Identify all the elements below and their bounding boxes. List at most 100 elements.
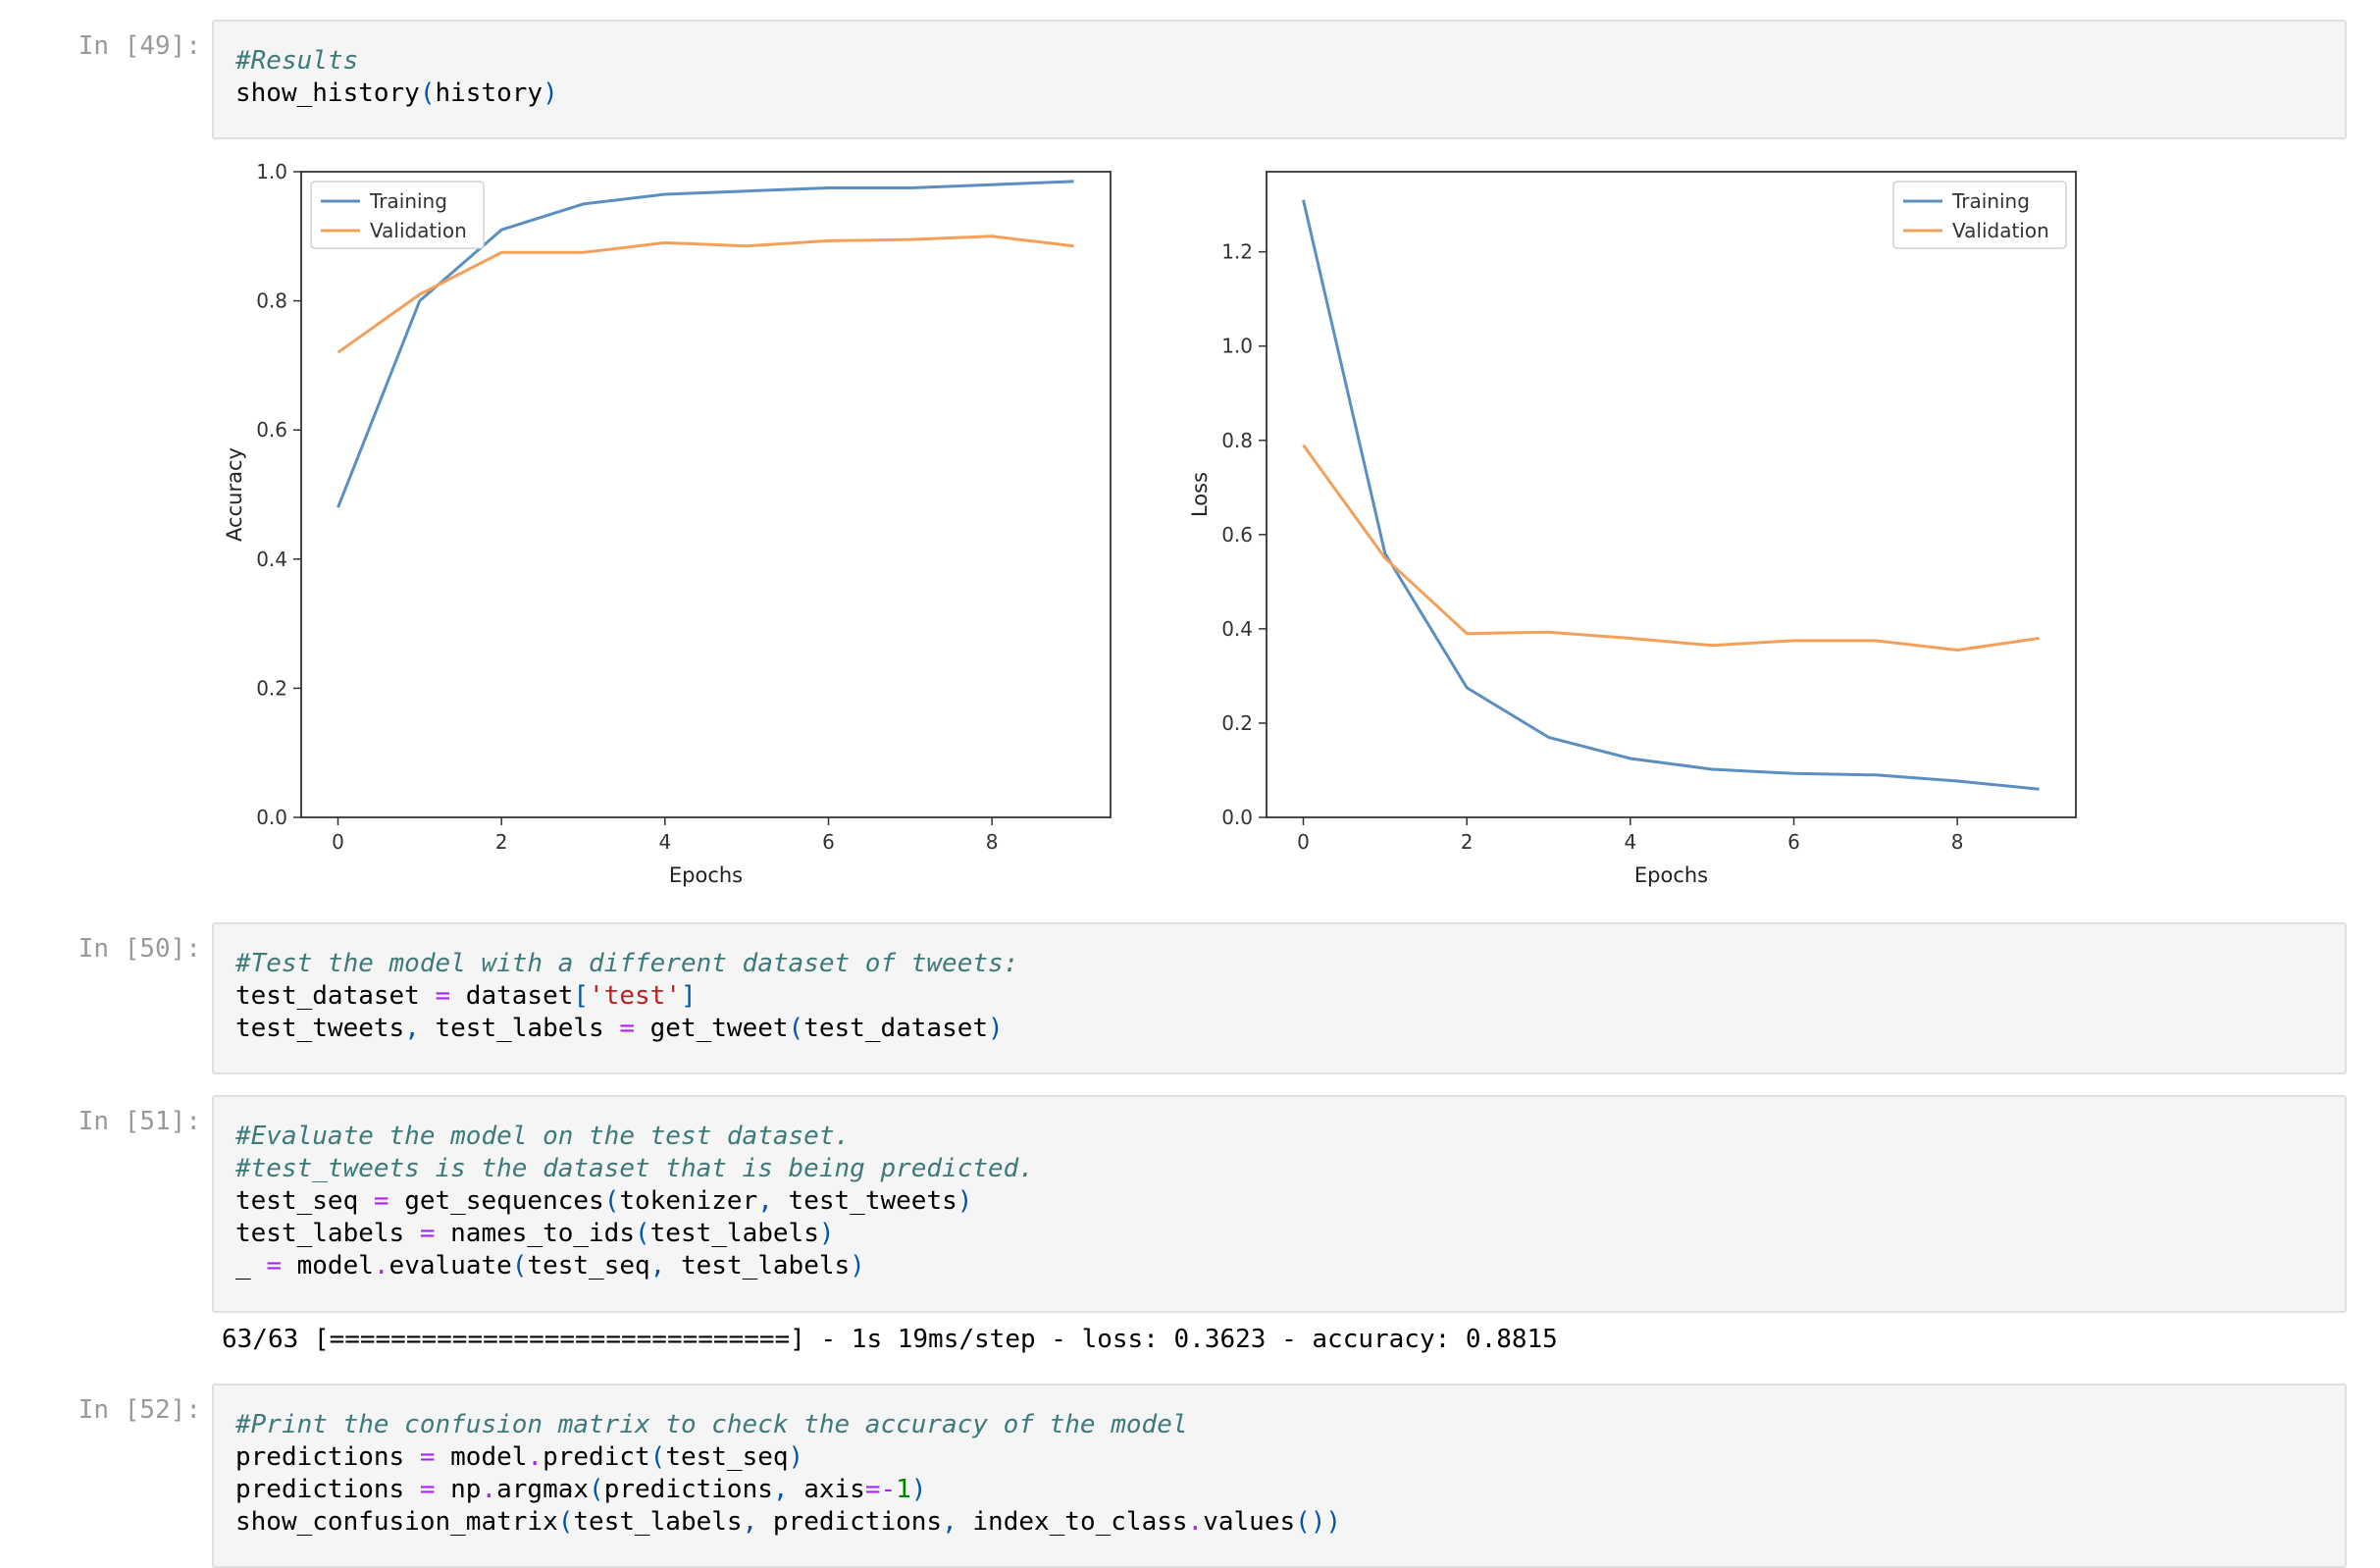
code-token: ( — [788, 1014, 804, 1043]
code-token: get_tweet — [635, 1014, 789, 1043]
code-token: test_dataset — [235, 981, 436, 1011]
code-comment: #Test the model with a different dataset… — [235, 949, 1019, 978]
code-cell[interactable]: #Print the confusion matrix to check the… — [212, 1384, 2347, 1568]
code-line: show_history(history) — [235, 78, 2345, 110]
y-tick-label: 1.0 — [1221, 335, 1253, 358]
code-token: , — [742, 1507, 758, 1537]
code-token: values — [1203, 1507, 1296, 1537]
cell-prompt: In [51]: — [78, 1107, 201, 1136]
code-token: 'test' — [589, 981, 681, 1011]
y-tick-label: 0.6 — [256, 418, 287, 442]
code-token: ) — [850, 1251, 865, 1281]
code-token: 1 — [896, 1475, 911, 1504]
code-token: evaluate — [388, 1251, 512, 1281]
code-token: ()) — [1295, 1507, 1342, 1537]
code-line: test_seq = get_sequences(tokenizer, test… — [235, 1185, 2345, 1218]
accuracy-chart: 0.0 0.2 0.4 0.6 0.8 1.0 0 2 4 6 8 Epochs Accuracy Tra… — [223, 160, 1112, 887]
code-token: ( — [557, 1507, 574, 1537]
cell-prompt: In [49]: — [78, 31, 201, 61]
code-cell[interactable]: #Evaluate the model on the test dataset.… — [212, 1095, 2347, 1313]
y-axis-label: Loss — [1188, 472, 1212, 517]
x-axis-label: Epochs — [1634, 863, 1708, 887]
y-tick-label: 0.8 — [256, 289, 287, 313]
code-comment: #Results — [235, 46, 359, 76]
code-token: argmax — [496, 1475, 590, 1504]
code-token: =- — [864, 1475, 897, 1504]
code-line: test_dataset = dataset['test'] — [235, 980, 2345, 1013]
code-comment: #test_tweets is the dataset that is bein… — [235, 1154, 1034, 1183]
code-token: ) — [910, 1475, 927, 1504]
code-token: ( — [635, 1219, 650, 1248]
legend: Training Validation — [1892, 181, 2067, 249]
code-token: = — [419, 1475, 436, 1504]
code-line: #Test the model with a different dataset… — [235, 948, 2345, 980]
code-token: predictions — [235, 1442, 420, 1472]
code-token: = — [619, 1014, 635, 1043]
code-token: = — [419, 1219, 436, 1248]
code-token: . — [373, 1251, 389, 1281]
code-token: model — [281, 1251, 374, 1281]
legend-label: Training — [369, 189, 447, 213]
x-tick-label: 8 — [986, 830, 999, 854]
series-line-training — [336, 180, 1074, 508]
code-line: #Print the confusion matrix to check the… — [235, 1409, 2345, 1441]
plot-frame — [300, 171, 1112, 818]
code-token: test_labels — [235, 1219, 420, 1248]
code-token: predictions — [757, 1507, 943, 1537]
code-token: ] — [680, 981, 697, 1011]
code-token: ( — [511, 1251, 528, 1281]
code-token: test_seq — [235, 1186, 374, 1216]
x-tick-label: 4 — [1624, 830, 1636, 854]
code-cell[interactable]: #Results show_history(history) — [212, 20, 2347, 139]
code-token: tokenizer — [619, 1186, 758, 1216]
y-tick-label: 1.2 — [1221, 240, 1253, 264]
loss-chart: 0.0 0.2 0.4 0.6 0.8 1.0 1.2 0 2 4 6 8 Epochs Loss Trai… — [1188, 171, 2077, 887]
code-token: np — [435, 1475, 482, 1504]
code-comment: #Print the confusion matrix to check the… — [235, 1410, 1188, 1439]
code-line: show_confusion_matrix(test_labels, predi… — [235, 1506, 2345, 1539]
code-token: ) — [543, 78, 558, 108]
code-line: _ = model.evaluate(test_seq, test_labels… — [235, 1250, 2345, 1282]
y-axis-label: Accuracy — [223, 447, 246, 542]
x-tick-label: 4 — [658, 830, 671, 854]
code-token: test_seq — [665, 1442, 789, 1472]
x-tick-label: 8 — [1951, 830, 1964, 854]
code-line: test_tweets, test_labels = get_tweet(tes… — [235, 1013, 2345, 1045]
code-token: show_history — [235, 78, 420, 108]
code-line: #Results — [235, 45, 2345, 78]
cell-prompt: In [52]: — [78, 1395, 201, 1425]
code-token: test_labels — [419, 1014, 620, 1043]
code-token: ( — [419, 78, 436, 108]
code-token: ( — [649, 1442, 666, 1472]
cell-prompt: In [50]: — [78, 934, 201, 964]
x-tick-label: 0 — [332, 830, 344, 854]
y-tick-label: 0.8 — [1221, 429, 1253, 452]
x-tick-label: 6 — [1787, 830, 1800, 854]
code-line: #test_tweets is the dataset that is bein… — [235, 1153, 2345, 1185]
code-token: _ — [235, 1251, 267, 1281]
code-token: test_dataset — [803, 1014, 989, 1043]
y-tick-label: 0.0 — [1221, 806, 1253, 829]
code-token: = — [373, 1186, 389, 1216]
code-token: , — [649, 1251, 666, 1281]
code-token: . — [527, 1442, 543, 1472]
y-tick-label: 0.4 — [1221, 617, 1253, 641]
y-tick-label: 0.4 — [256, 548, 287, 571]
series-line-validation — [336, 235, 1074, 354]
code-token: , — [772, 1475, 789, 1504]
code-token: test_tweets — [772, 1186, 957, 1216]
code-token: ) — [988, 1014, 1004, 1043]
legend-label: Validation — [1952, 219, 2049, 242]
code-token: ) — [788, 1442, 804, 1472]
code-token: , — [942, 1507, 957, 1537]
code-cell[interactable]: #Test the model with a different dataset… — [212, 922, 2347, 1074]
code-token: test_seq — [527, 1251, 650, 1281]
code-token: predict — [543, 1442, 650, 1472]
code-line: predictions = np.argmax(predictions, axi… — [235, 1474, 2345, 1506]
code-token: , — [404, 1014, 420, 1043]
x-tick-label: 2 — [1461, 830, 1474, 854]
code-token: dataset — [450, 981, 574, 1011]
code-token: , — [757, 1186, 773, 1216]
code-token: test_labels — [665, 1251, 851, 1281]
legend-label: Training — [1951, 189, 2030, 213]
